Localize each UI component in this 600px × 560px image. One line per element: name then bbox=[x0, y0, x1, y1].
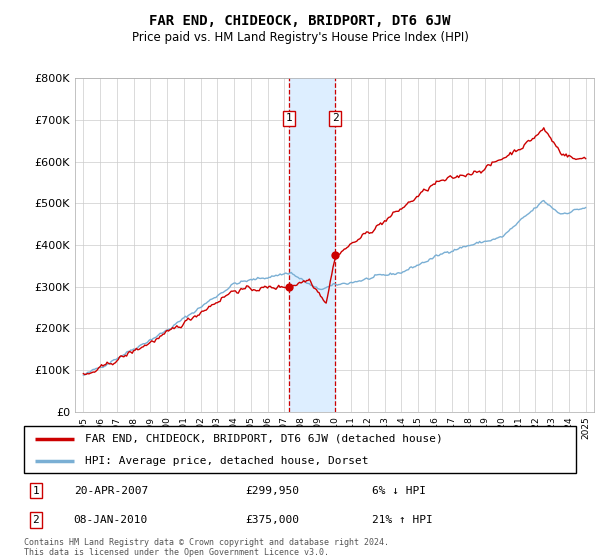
Text: Price paid vs. HM Land Registry's House Price Index (HPI): Price paid vs. HM Land Registry's House … bbox=[131, 31, 469, 44]
Text: 2: 2 bbox=[332, 113, 339, 123]
Text: 2: 2 bbox=[32, 515, 39, 525]
Text: £375,000: £375,000 bbox=[245, 515, 299, 525]
Text: 21% ↑ HPI: 21% ↑ HPI bbox=[372, 515, 433, 525]
FancyBboxPatch shape bbox=[24, 426, 576, 473]
Text: Contains HM Land Registry data © Crown copyright and database right 2024.
This d: Contains HM Land Registry data © Crown c… bbox=[24, 538, 389, 557]
Text: 1: 1 bbox=[32, 486, 39, 496]
Text: 08-JAN-2010: 08-JAN-2010 bbox=[74, 515, 148, 525]
Text: 20-APR-2007: 20-APR-2007 bbox=[74, 486, 148, 496]
Text: FAR END, CHIDEOCK, BRIDPORT, DT6 6JW: FAR END, CHIDEOCK, BRIDPORT, DT6 6JW bbox=[149, 14, 451, 28]
Text: 6% ↓ HPI: 6% ↓ HPI bbox=[372, 486, 426, 496]
Text: HPI: Average price, detached house, Dorset: HPI: Average price, detached house, Dors… bbox=[85, 456, 368, 466]
Text: 1: 1 bbox=[286, 113, 293, 123]
Text: FAR END, CHIDEOCK, BRIDPORT, DT6 6JW (detached house): FAR END, CHIDEOCK, BRIDPORT, DT6 6JW (de… bbox=[85, 434, 442, 444]
Bar bbox=[289, 78, 335, 412]
Text: £299,950: £299,950 bbox=[245, 486, 299, 496]
